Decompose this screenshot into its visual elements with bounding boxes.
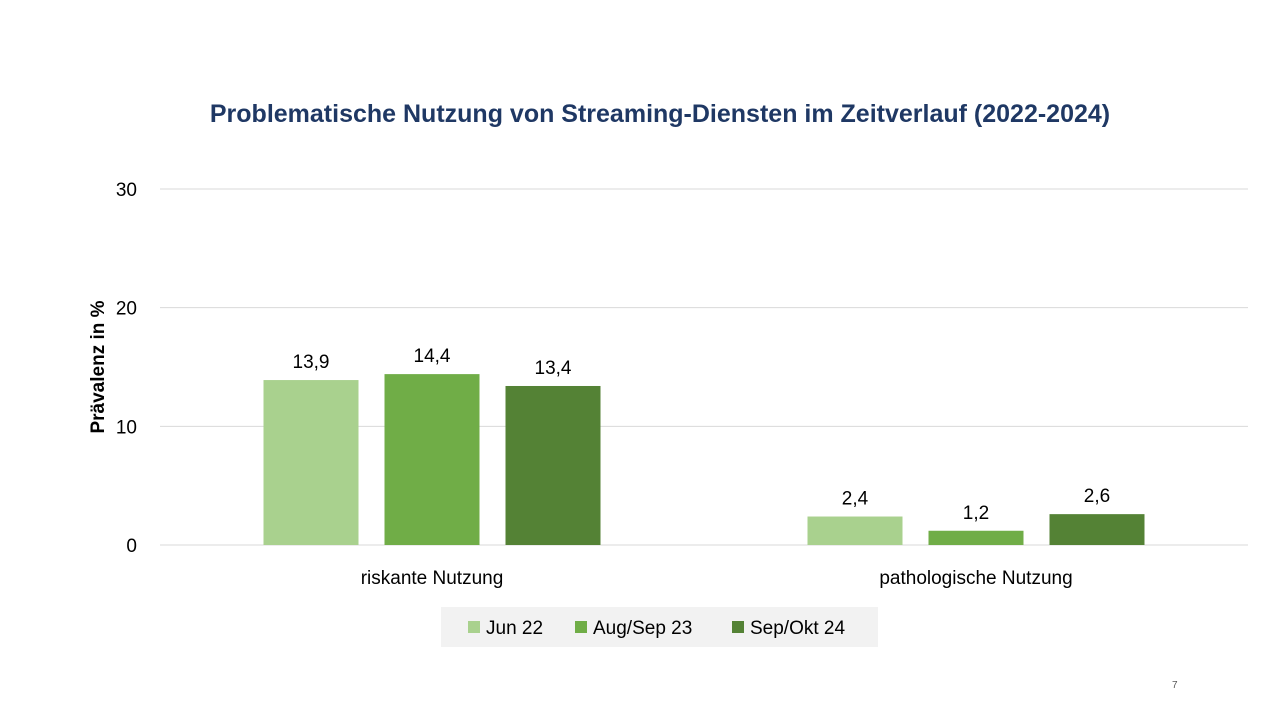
y-tick-label: 30 [116,180,137,201]
bar [1049,514,1145,545]
y-axis-label: Prävalenz in % [88,300,109,433]
bar [807,516,903,545]
y-tick-label: 20 [116,299,137,320]
page-number: 7 [1172,680,1178,691]
bar [384,374,480,545]
legend-swatch [468,621,480,633]
bar [263,380,359,545]
category-label: riskante Nutzung [361,568,504,589]
data-label: 13,4 [535,358,572,379]
data-label: 13,9 [293,352,330,373]
data-label: 2,6 [1084,486,1110,507]
legend-label: Jun 22 [486,618,543,639]
chart-title: Problematische Nutzung von Streaming-Die… [209,100,1111,128]
legend-swatch [575,621,587,633]
bar [505,385,601,545]
legend-label: Aug/Sep 23 [593,618,692,639]
legend-swatch [732,621,744,633]
bar [928,530,1024,545]
y-tick-label: 10 [116,417,137,438]
category-label: pathologische Nutzung [879,568,1072,589]
legend-label: Sep/Okt 24 [750,618,845,639]
data-label: 14,4 [414,346,451,367]
y-tick-label: 0 [126,536,137,557]
legend-box [441,607,878,647]
data-label: 2,4 [842,489,869,510]
data-label: 1,2 [963,503,989,524]
